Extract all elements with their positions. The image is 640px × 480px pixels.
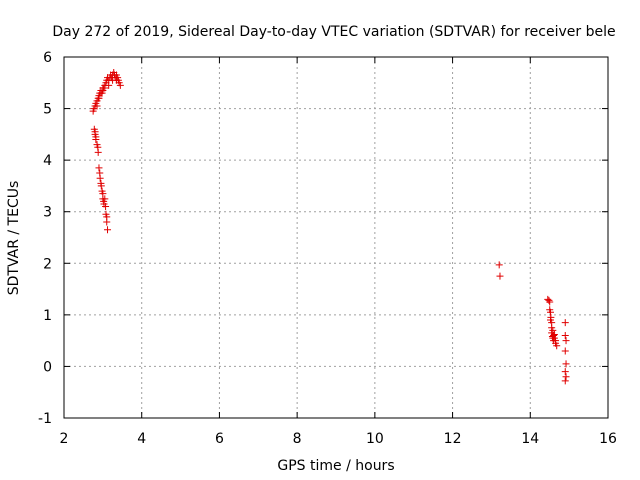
data-point (545, 296, 553, 304)
y-tick-label: 6 (43, 50, 52, 66)
data-point (548, 333, 556, 341)
data-point (562, 373, 570, 381)
data-point (496, 272, 504, 280)
data-point (103, 218, 111, 226)
data-point (116, 81, 124, 89)
data-point (561, 377, 569, 385)
chart-title: Day 272 of 2019, Sidereal Day-to-day VTE… (52, 24, 615, 40)
y-tick-label: 0 (43, 359, 52, 375)
data-point (92, 136, 100, 144)
x-axis-label: GPS time / hours (277, 458, 394, 474)
x-tick-label: 4 (137, 431, 146, 447)
x-tick-label: 6 (215, 431, 224, 447)
data-point (495, 261, 503, 269)
data-point (105, 81, 113, 89)
data-point (104, 226, 112, 234)
data-point (97, 89, 105, 97)
data-point (101, 84, 109, 92)
y-tick-label: -1 (38, 411, 52, 427)
x-tick-label: 10 (366, 431, 384, 447)
data-point (562, 360, 570, 368)
x-tick-label: 12 (444, 431, 462, 447)
data-point (561, 368, 569, 376)
data-point (553, 342, 561, 350)
x-tick-label: 16 (599, 431, 617, 447)
data-point (96, 174, 104, 182)
data-point (562, 337, 570, 345)
point-layer (89, 68, 570, 385)
y-tick-label: 2 (43, 256, 52, 272)
data-point (95, 164, 103, 172)
data-point (94, 148, 102, 156)
data-point (561, 331, 569, 339)
data-point (546, 298, 554, 306)
x-tick-label: 8 (293, 431, 302, 447)
data-point (561, 347, 569, 355)
data-point (95, 94, 103, 102)
y-tick-label: 4 (43, 153, 52, 169)
data-point (101, 195, 109, 203)
x-tick-label: 14 (521, 431, 539, 447)
data-point (102, 203, 110, 211)
plot-frame (63, 56, 609, 419)
data-point (97, 182, 105, 190)
y-tick-label: 5 (43, 102, 52, 118)
x-tick-label: 2 (60, 431, 69, 447)
data-point (561, 319, 569, 327)
data-point (112, 76, 120, 84)
data-point (93, 102, 101, 110)
y-tick-label: 1 (43, 308, 52, 324)
y-axis-label: SDTVAR / TECUs (6, 181, 22, 296)
grid-layer (64, 57, 608, 418)
y-tick-label: 3 (43, 205, 52, 221)
